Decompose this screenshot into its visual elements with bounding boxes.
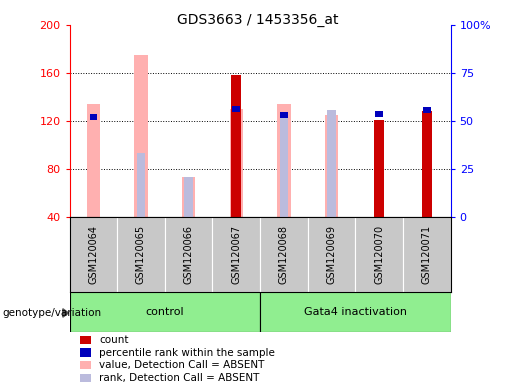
Text: GSM120069: GSM120069: [327, 225, 336, 284]
Text: GSM120065: GSM120065: [136, 225, 146, 284]
Bar: [280, 112, 288, 118]
Bar: [327, 110, 336, 217]
Bar: [403, 217, 451, 292]
Text: GSM120070: GSM120070: [374, 225, 384, 284]
Bar: [212, 217, 260, 292]
Bar: [260, 217, 308, 292]
Bar: [165, 217, 212, 292]
Text: GSM120067: GSM120067: [231, 225, 241, 284]
Bar: [422, 111, 432, 217]
Bar: [136, 153, 145, 217]
Text: Gata4 inactivation: Gata4 inactivation: [304, 307, 407, 317]
Bar: [182, 177, 195, 217]
Bar: [325, 115, 338, 217]
Bar: [117, 217, 165, 292]
Bar: [375, 111, 383, 117]
Text: value, Detection Call = ABSENT: value, Detection Call = ABSENT: [99, 360, 264, 370]
Text: genotype/variation: genotype/variation: [3, 308, 101, 318]
Bar: [70, 292, 260, 332]
Text: GSM120068: GSM120068: [279, 225, 289, 284]
Bar: [134, 55, 148, 217]
Text: GDS3663 / 1453356_at: GDS3663 / 1453356_at: [177, 13, 338, 27]
Text: count: count: [99, 335, 128, 345]
Text: rank, Detection Call = ABSENT: rank, Detection Call = ABSENT: [99, 373, 259, 383]
Text: GSM120064: GSM120064: [89, 225, 98, 284]
Bar: [260, 292, 451, 332]
Bar: [277, 104, 290, 217]
Bar: [184, 177, 193, 217]
Text: GSM120066: GSM120066: [184, 225, 194, 284]
Bar: [374, 120, 384, 217]
Bar: [70, 217, 117, 292]
Bar: [423, 107, 431, 113]
Text: control: control: [146, 307, 184, 317]
Bar: [231, 75, 242, 217]
Bar: [307, 217, 355, 292]
Bar: [87, 104, 100, 217]
Bar: [355, 217, 403, 292]
Bar: [90, 114, 97, 120]
Text: GSM120071: GSM120071: [422, 225, 432, 284]
Bar: [230, 109, 243, 217]
Text: percentile rank within the sample: percentile rank within the sample: [99, 348, 275, 358]
Bar: [232, 106, 240, 112]
Bar: [280, 116, 288, 217]
